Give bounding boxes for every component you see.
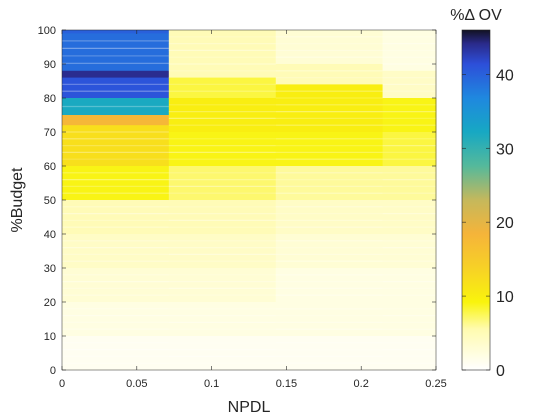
heatmap-cell-col3-seg9 (382, 336, 437, 371)
x-tick-label: 0.25 (425, 378, 446, 390)
heatmap-cell-col2-seg6 (275, 234, 383, 269)
colorbar-tick-label: 10 (496, 289, 514, 306)
heatmap-cell-col0-seg1 (62, 33, 170, 72)
colorbar-tick-label: 40 (496, 67, 514, 84)
colorbar-tick-label: 0 (496, 363, 505, 380)
x-tick-label: 0.2 (354, 378, 369, 390)
heatmap-cell-col2-seg8 (275, 302, 383, 337)
heatmap-cell-col0-seg7 (62, 166, 170, 201)
heatmap-cell-col1-seg4 (168, 166, 277, 201)
heatmap-cell-col2-seg3 (275, 132, 383, 167)
x-tick-label: 0.15 (276, 378, 297, 390)
y-tick-label: 60 (44, 161, 56, 173)
heatmap-cell-col2-seg5 (275, 200, 383, 235)
colorbar-title: %Δ OV (450, 7, 502, 24)
heatmap-cell-col3-seg8 (382, 302, 437, 337)
heatmap-cell-col2-seg0 (275, 30, 383, 65)
colorbar (461, 29, 491, 371)
heatmap-cell-col0-seg11 (62, 302, 170, 337)
heatmap-cell-col1-seg7 (168, 268, 277, 303)
y-tick-label: 40 (44, 229, 56, 241)
heatmap-cell-col3-seg0 (382, 30, 437, 72)
heatmap-cell-col1-seg0 (168, 30, 277, 78)
heatmap-cell-col0-seg0 (62, 30, 170, 34)
heatmap-cell-col0-seg10 (62, 268, 170, 303)
y-axis: 0 10 20 30 40 50 60 70 80 90 100 (38, 25, 436, 377)
heatmap-cell-col0-seg6 (62, 125, 170, 167)
heatmap-cell-col3-seg3 (382, 132, 437, 167)
heatmap-cell-col0-seg3 (62, 77, 170, 99)
y-tick-label: 10 (44, 331, 56, 343)
heatmap-cells (62, 30, 437, 371)
heatmap-cell-col0-seg8 (62, 200, 170, 235)
y-tick-label: 20 (44, 297, 56, 309)
heatmap-cell-col3-seg6 (382, 234, 437, 269)
heatmap-row-stripes (62, 36, 436, 364)
heatmap-cell-col1-seg8 (168, 302, 277, 337)
x-tick-label: 0.05 (126, 378, 147, 390)
y-tick-label: 0 (50, 365, 56, 377)
heatmap-cell-col2-seg4 (275, 166, 383, 201)
heatmap-cell-col2-seg2 (275, 84, 383, 133)
heatmap-cell-col3-seg2 (382, 98, 437, 133)
y-tick-label: 80 (44, 93, 56, 105)
colorbar-axis: 0 10 20 30 40 (462, 67, 514, 380)
y-tick-label: 90 (44, 59, 56, 71)
heatmap-cell-col3-seg1 (382, 70, 437, 99)
heatmap-cell-col3-seg5 (382, 200, 437, 235)
heatmap-cell-col0-seg4 (62, 98, 170, 116)
heatmap-cell-col0-seg2 (62, 70, 170, 78)
y-axis-title: %Budget (9, 167, 26, 232)
colorbar-tick-label: 20 (496, 215, 514, 232)
heatmap-cell-col2-seg9 (275, 336, 383, 371)
colorbar-tick-label: 30 (496, 141, 514, 158)
x-tick-label: 0.1 (204, 378, 219, 390)
heatmap-cell-col1-seg1 (168, 77, 277, 99)
heatmap-cell-col0-seg5 (62, 115, 170, 126)
heatmap-cell-col1-seg9 (168, 336, 277, 371)
heatmap-cell-col2-seg1 (275, 64, 383, 85)
heatmap-cell-col1-seg3 (168, 132, 277, 167)
x-axis: 0 0.05 0.1 0.15 0.2 0.25 (59, 30, 447, 390)
x-axis-title: NPDL (228, 399, 271, 416)
heatmap-cell-col1-seg5 (168, 200, 277, 235)
heatmap-cell-col0-seg9 (62, 234, 170, 269)
heatmap-cell-col3-seg4 (382, 166, 437, 201)
y-tick-label: 70 (44, 127, 56, 139)
heatmap-cell-col3-seg7 (382, 268, 437, 303)
heatmap-cell-col0-seg12 (62, 336, 170, 371)
y-tick-label: 50 (44, 195, 56, 207)
heatmap-cell-col1-seg2 (168, 98, 277, 133)
x-tick-label: 0 (59, 378, 65, 390)
heatmap-cell-col2-seg7 (275, 268, 383, 303)
y-tick-label: 30 (44, 263, 56, 275)
heatmap-cell-col1-seg6 (168, 234, 277, 269)
y-tick-label: 100 (38, 25, 56, 37)
